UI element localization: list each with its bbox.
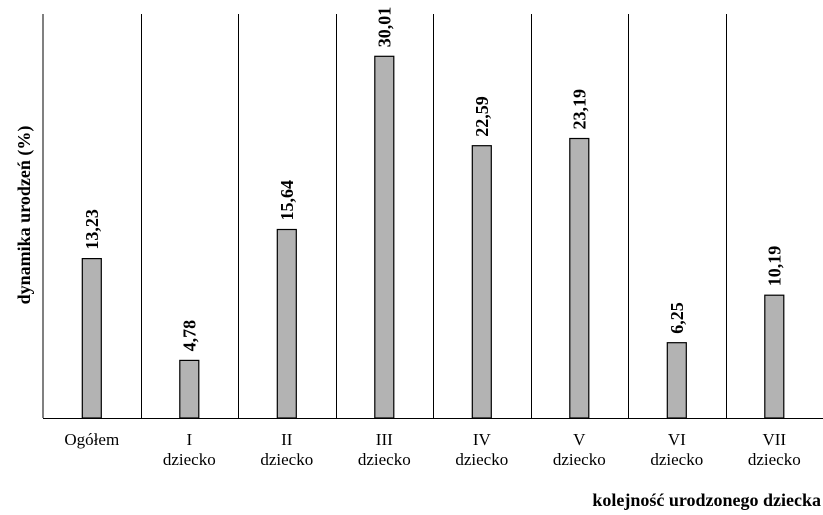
data-label: 15,64 — [277, 180, 297, 221]
x-tick-label: II — [281, 430, 293, 449]
x-tick-label: I — [186, 430, 192, 449]
x-tick-label: III — [376, 430, 393, 449]
x-tick-label: Ogółem — [64, 430, 119, 449]
data-label: 10,19 — [764, 246, 784, 287]
x-tick-label: dziecko — [358, 450, 411, 469]
data-labels: 13,23 4,78 15,64 30,01 22,59 23,19 6,25 10,19 — [82, 7, 784, 352]
data-label: 4,78 — [179, 320, 199, 352]
bar — [374, 55, 395, 419]
x-tick-label: VI — [668, 430, 686, 449]
data-label: 30,01 — [374, 7, 394, 48]
bar — [764, 294, 785, 419]
y-axis-title: dynamika urodzeń (%) — [14, 126, 35, 305]
x-axis-title: kolejność urodzonego dziecka — [592, 490, 821, 510]
data-label: 13,23 — [82, 209, 102, 250]
data-label: 23,19 — [569, 89, 589, 130]
x-tick-label: IV — [473, 430, 492, 449]
bar — [569, 137, 590, 419]
x-tick-labels: Ogółem IdzieckoIIdzieckoIIIdzieckoIVdziec… — [64, 430, 800, 469]
bar — [471, 145, 492, 419]
category-grid — [42, 14, 823, 419]
x-tick-label: VII — [762, 430, 786, 449]
bar — [81, 258, 102, 419]
bar — [666, 342, 687, 419]
data-label: 6,25 — [667, 302, 687, 334]
x-tick-label: dziecko — [260, 450, 313, 469]
bar — [276, 228, 297, 419]
x-tick-label: dziecko — [455, 450, 508, 469]
x-tick-label: dziecko — [163, 450, 216, 469]
x-tick-label: dziecko — [650, 450, 703, 469]
x-tick-label: dziecko — [748, 450, 801, 469]
bars — [81, 55, 785, 419]
x-tick-label: dziecko — [553, 450, 606, 469]
bar — [179, 359, 200, 419]
x-tick-label: V — [573, 430, 586, 449]
data-label: 22,59 — [472, 96, 492, 137]
